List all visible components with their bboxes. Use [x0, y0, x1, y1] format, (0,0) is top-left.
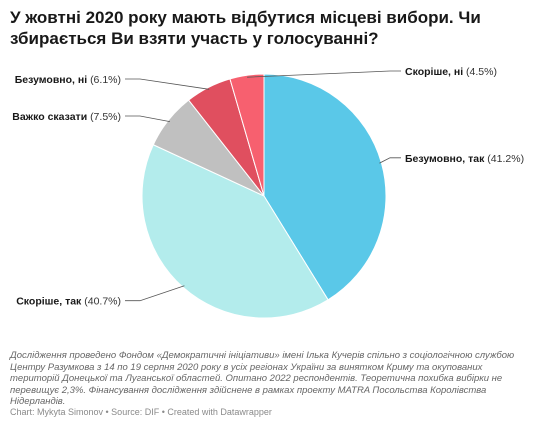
- pie-chart: Безумовно, так (41.2%) Скоріше, так (40.7…: [12, 66, 524, 319]
- chart-notes: Дослідження проведено Фондом «Демократич…: [10, 350, 515, 408]
- slice-label: Скоріше, так (40.7%): [16, 296, 121, 308]
- slice-label: Скоріше, ні (4.5%): [405, 66, 497, 78]
- chart-credit: Chart: Mykyta Simonov • Source: DIF • Cr…: [10, 407, 272, 417]
- leader-line: [247, 70, 401, 78]
- slice-label: Важко сказати (7.5%): [12, 111, 121, 123]
- leader-line: [125, 285, 185, 302]
- pie-slice: [263, 73, 387, 301]
- chart-title: У жовтні 2020 року мають відбутися місце…: [10, 8, 481, 48]
- pie-slice: [229, 73, 265, 197]
- leader-line: [125, 78, 210, 90]
- leader-line: [125, 115, 170, 122]
- slice-label: Безумовно, так (41.2%): [405, 153, 524, 165]
- pie-slice: [141, 144, 329, 319]
- pie-slices: [141, 73, 387, 319]
- leader-line: [379, 157, 401, 164]
- slice-label: Безумовно, ні (6.1%): [15, 74, 121, 86]
- slice-labels: Безумовно, так (41.2%) Скоріше, так (40.7…: [12, 66, 524, 308]
- label-leader-lines: [125, 70, 401, 302]
